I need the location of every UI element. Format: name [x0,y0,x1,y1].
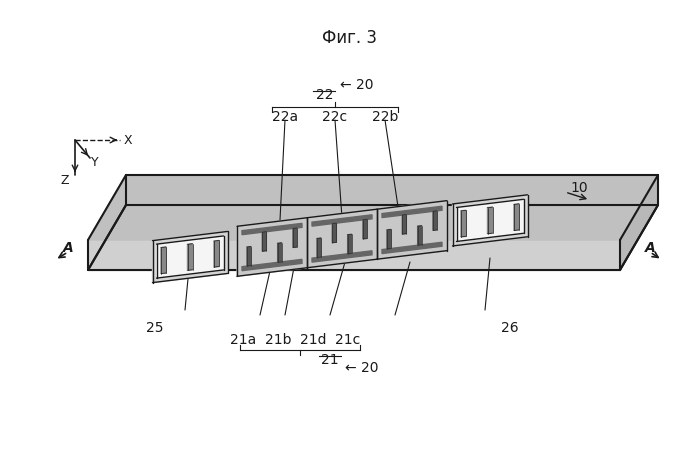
Polygon shape [363,220,367,239]
Text: Z: Z [61,174,69,186]
Polygon shape [88,240,620,270]
Polygon shape [382,242,442,254]
Text: A: A [63,241,73,255]
Polygon shape [247,247,251,266]
Polygon shape [487,207,493,234]
Text: Фиг. 3: Фиг. 3 [322,29,377,47]
Polygon shape [307,209,377,268]
Text: 22: 22 [316,88,333,102]
Polygon shape [514,204,519,230]
Text: 26: 26 [501,321,519,335]
Polygon shape [403,215,406,234]
Text: 25: 25 [146,321,164,335]
Polygon shape [237,218,307,276]
Polygon shape [262,232,266,251]
Polygon shape [332,223,336,243]
Polygon shape [88,175,658,240]
Text: 22b: 22b [372,110,398,124]
Text: 21b: 21b [265,333,291,347]
Polygon shape [387,230,391,249]
Polygon shape [242,223,302,235]
Polygon shape [293,228,297,248]
Polygon shape [382,206,442,218]
Polygon shape [88,205,658,270]
Text: 21d: 21d [300,333,326,347]
Text: Y: Y [91,156,99,168]
Text: 10: 10 [570,181,588,195]
Polygon shape [152,231,227,283]
Text: A: A [644,241,656,255]
Text: 21c: 21c [336,333,361,347]
Text: ← 20: ← 20 [345,361,379,375]
Text: 21a: 21a [230,333,256,347]
Text: 22a: 22a [272,110,298,124]
Polygon shape [456,199,524,242]
Polygon shape [278,243,282,262]
Polygon shape [214,240,219,267]
Polygon shape [433,211,437,230]
Polygon shape [418,226,421,245]
Text: 22c: 22c [322,110,347,124]
Polygon shape [161,247,166,274]
Text: X: X [124,134,132,147]
Polygon shape [461,210,466,237]
Polygon shape [317,238,321,257]
Polygon shape [347,234,352,254]
Polygon shape [312,215,372,226]
Polygon shape [157,236,224,278]
Text: 21: 21 [321,353,339,367]
Polygon shape [242,259,302,271]
Polygon shape [312,251,372,262]
Polygon shape [187,244,192,270]
Text: ← 20: ← 20 [340,78,374,92]
Polygon shape [452,195,528,246]
Polygon shape [620,175,658,270]
Polygon shape [377,201,447,259]
